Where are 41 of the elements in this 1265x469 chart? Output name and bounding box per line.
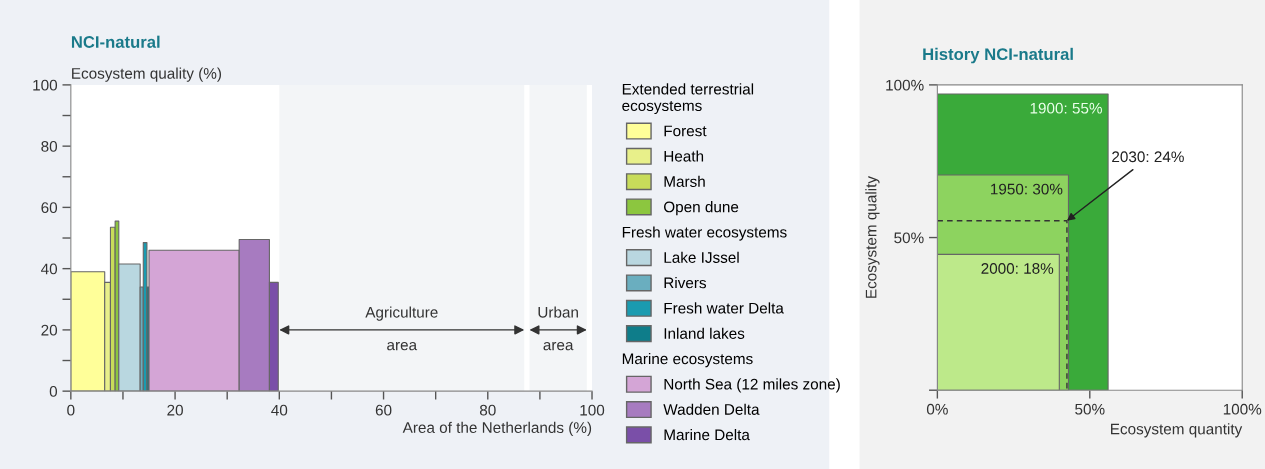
legend-label: Wadden Delta (663, 403, 760, 415)
y-tick-label: 40 (41, 263, 58, 275)
x-axis-title: Area of the Netherlands (%) (402, 421, 592, 437)
y-tick-label: 60 (41, 202, 58, 214)
x-tick-label: 0% (926, 403, 948, 415)
legend-label: Marine Delta (664, 428, 750, 441)
x-tick-label: 100 (580, 404, 605, 416)
y-tick-label: 100 (33, 79, 58, 91)
text: Extended terrestrial ecosystems (622, 83, 754, 115)
legend-label: Forest (664, 125, 707, 137)
legend-label: Heath (664, 150, 704, 162)
x-tick-label: 50% (1075, 403, 1105, 415)
x-tick-label: 40 (271, 404, 288, 416)
x-tick-label: 80 (479, 404, 496, 416)
chart-title: History NCI-natural (923, 47, 1073, 64)
series-label: 2000: 18% (981, 263, 1054, 274)
x-tick-label: 0 (67, 404, 75, 416)
y-tick-label: 80 (41, 141, 58, 152)
y-axis-title: Ecosystem quality (%) (72, 67, 222, 82)
text: 2030: 24% (1112, 151, 1184, 163)
series-label: 1900: 55% (1030, 102, 1102, 114)
text: Fresh water ecosystems (622, 226, 787, 241)
legend-label: Fresh water Delta (664, 302, 784, 314)
text: Marine ecosystems (622, 353, 753, 368)
x-tick-label: 20 (167, 404, 183, 416)
y-tick-label: 0 (49, 386, 58, 397)
legend-label: North Sea (12 miles zone) (664, 378, 840, 393)
legend-label: Lake IJssel (664, 251, 739, 263)
text: Urban area (538, 306, 578, 351)
series-label: 1950: 30% (991, 183, 1063, 195)
y-axis-title: Ecosystem quality (865, 176, 880, 298)
x-tick-label: 60 (375, 404, 392, 416)
legend-label: Rivers (664, 277, 707, 289)
x-tick-label: 100% (1223, 403, 1262, 415)
chart-title: NCI-natural (71, 35, 160, 48)
legend-label: Marsh (664, 175, 705, 187)
x-axis-title: Ecosystem quantity (1111, 423, 1243, 438)
legend-label: Inland lakes (664, 327, 745, 339)
y-tick-label: 20 (41, 324, 58, 336)
text: Agriculture area (365, 306, 438, 351)
legend-label: Open dune (664, 201, 739, 216)
